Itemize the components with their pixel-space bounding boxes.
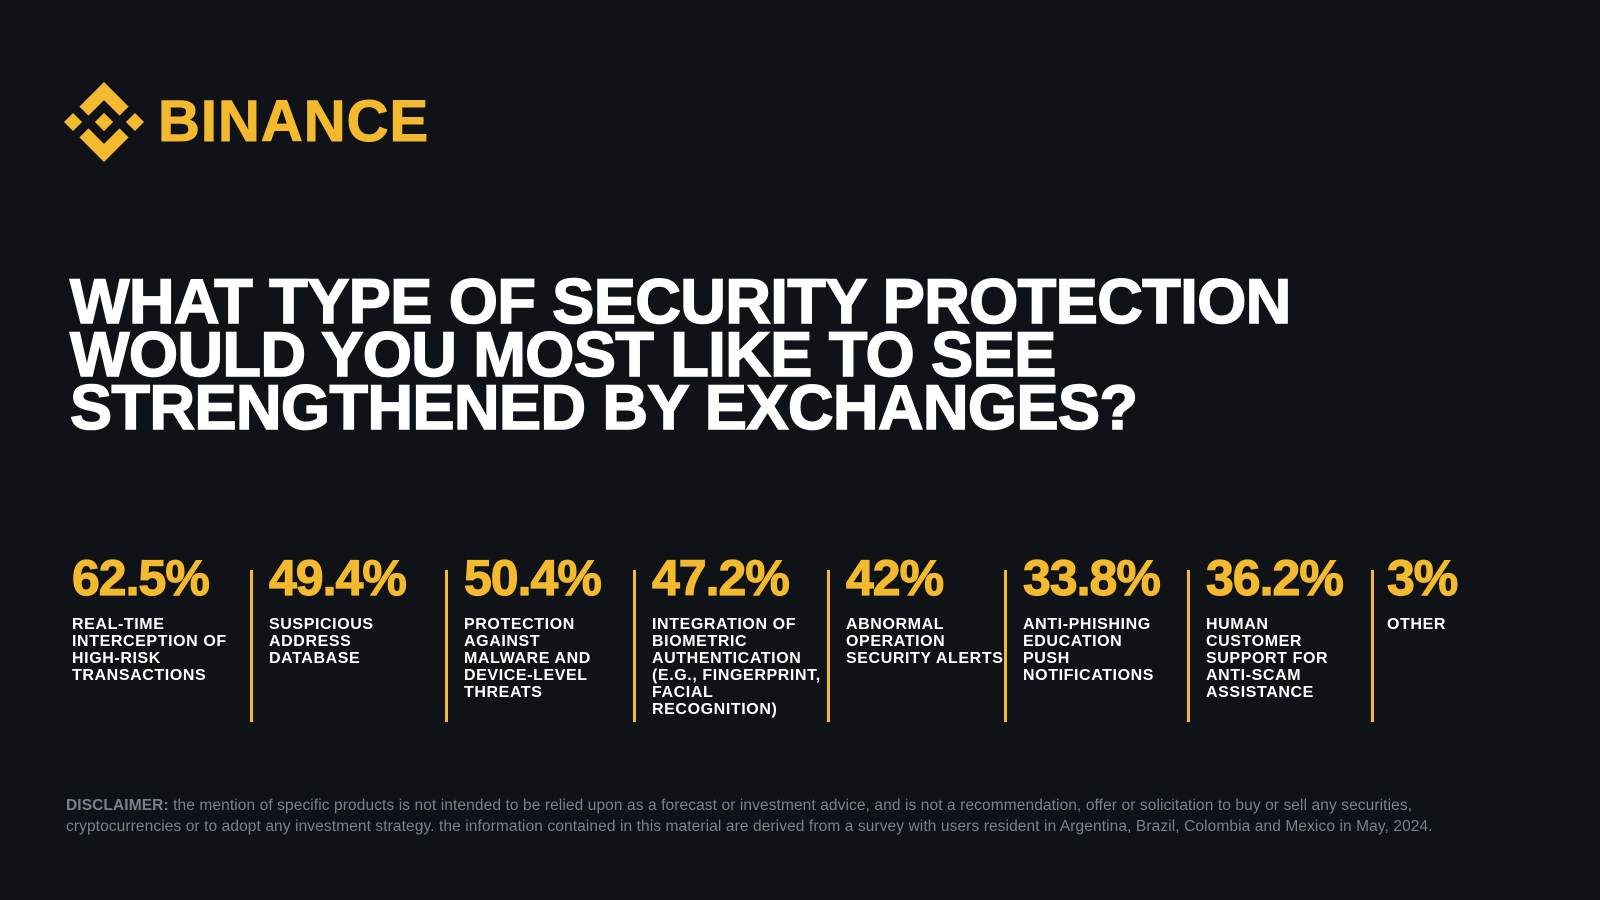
stat-label: HUMAN CUSTOMER SUPPORT FOR ANTI-SCAM ASS… [1206, 616, 1329, 701]
stat-item-biometric-authentication: 47.2% INTEGRATION OF BIOMETRIC AUTHENTIC… [636, 550, 827, 718]
stat-value: 42% [845, 550, 944, 606]
stat-divider [250, 570, 253, 722]
binance-wordmark: BINANCE [157, 89, 430, 155]
stat-divider [827, 570, 830, 722]
disclaimer-line-2: cryptocurrencies or to adopt any investm… [66, 818, 1433, 835]
stat-divider [633, 570, 636, 722]
binance-logo: BINANCE [64, 82, 429, 162]
stat-value: 36.2% [1205, 550, 1344, 606]
stat-item-malware-protection: 50.4% PROTECTION AGAINST MALWARE AND DEV… [448, 550, 633, 701]
stat-value: 50.4% [463, 550, 602, 606]
stat-value: 47.2% [651, 550, 790, 606]
disclaimer-line-1-text: the mention of specific products is not … [168, 797, 1413, 814]
disclaimer-line-1: DISCLAIMER: the mention of specific prod… [66, 795, 1546, 816]
stat-item-abnormal-operation-alerts: 42% ABNORMAL OPERATION SECURITY ALERTS [830, 550, 1004, 667]
stat-divider [1004, 570, 1007, 722]
stat-label: ABNORMAL OPERATION SECURITY ALERTS [846, 616, 1004, 667]
stat-divider [445, 570, 448, 722]
stat-item-realtime-interception: 62.5% REAL-TIME INTERCEPTION OF HIGH-RIS… [71, 550, 250, 684]
disclaimer-text: DISCLAIMER: the mention of specific prod… [66, 795, 1546, 837]
stat-item-other: 3% OTHER [1374, 550, 1504, 633]
stat-label: OTHER [1387, 616, 1446, 633]
stat-label: SUSPICIOUS ADDRESS DATABASE [269, 616, 374, 667]
page-title: WHAT TYPE OF SECURITY PROTECTION WOULD Y… [69, 267, 1292, 443]
stat-item-anti-phishing-education: 33.8% ANTI-PHISHING EDUCATION PUSH NOTIF… [1007, 550, 1187, 684]
stat-label: REAL-TIME INTERCEPTION OF HIGH-RISK TRAN… [72, 616, 227, 684]
stat-value: 62.5% [71, 550, 210, 606]
stat-label: ANTI-PHISHING EDUCATION PUSH NOTIFICATIO… [1023, 616, 1155, 684]
stat-item-human-customer-support: 36.2% HUMAN CUSTOMER SUPPORT FOR ANTI-SC… [1190, 550, 1371, 701]
disclaimer-label: DISCLAIMER: [66, 797, 169, 814]
stats-row: 62.5% REAL-TIME INTERCEPTION OF HIGH-RIS… [71, 550, 1504, 727]
binance-diamond-icon [64, 82, 144, 162]
stat-divider [1187, 570, 1190, 722]
stat-value: 33.8% [1022, 550, 1161, 606]
stat-label: PROTECTION AGAINST MALWARE AND DEVICE-LE… [464, 616, 591, 701]
stat-item-suspicious-address: 49.4% SUSPICIOUS ADDRESS DATABASE [253, 550, 445, 667]
stat-value: 3% [1386, 550, 1458, 606]
stat-value: 49.4% [268, 550, 407, 606]
stat-divider [1371, 570, 1374, 722]
stat-label: INTEGRATION OF BIOMETRIC AUTHENTICATION … [652, 616, 821, 718]
